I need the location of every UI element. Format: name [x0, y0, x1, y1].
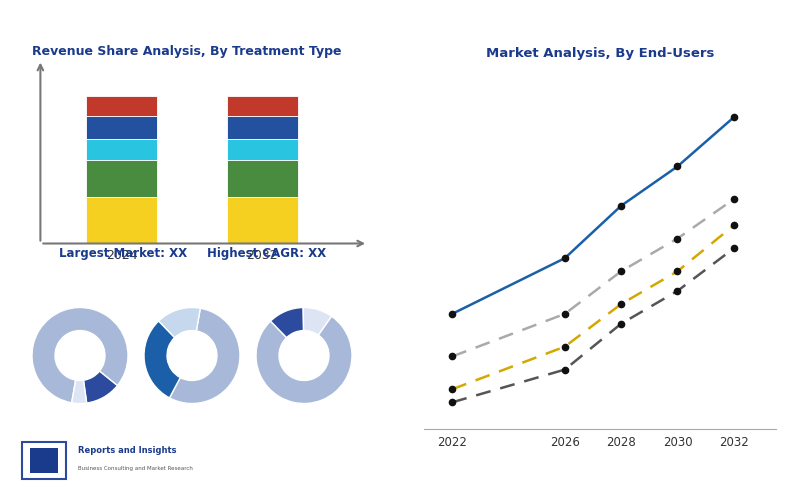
Text: Business Consulting and Market Research: Business Consulting and Market Research	[78, 466, 193, 470]
Wedge shape	[303, 307, 331, 335]
Text: Reports and Insights: Reports and Insights	[78, 446, 176, 455]
Bar	[227, 116, 298, 139]
Bar	[86, 116, 157, 139]
Bar	[227, 197, 298, 244]
Wedge shape	[270, 307, 303, 337]
Title: Market Analysis, By End-Users: Market Analysis, By End-Users	[486, 47, 714, 60]
Text: Revenue Share Analysis, By Treatment Type: Revenue Share Analysis, By Treatment Typ…	[32, 45, 342, 58]
Bar	[86, 160, 157, 197]
Bar	[227, 96, 298, 116]
Bar	[86, 139, 157, 160]
FancyBboxPatch shape	[22, 442, 66, 479]
Wedge shape	[256, 316, 352, 404]
Text: GLOBAL REFRACTORY FOLLICULAR LYMPHOMA TREATMENT MARKET SEGMENT ANALYSIS: GLOBAL REFRACTORY FOLLICULAR LYMPHOMA TR…	[10, 19, 643, 32]
Bar	[227, 160, 298, 197]
Bar	[86, 197, 157, 244]
Wedge shape	[144, 321, 180, 398]
Wedge shape	[32, 307, 128, 403]
Wedge shape	[170, 308, 240, 404]
Wedge shape	[83, 371, 118, 403]
Bar	[227, 139, 298, 160]
Bar	[86, 96, 157, 116]
Wedge shape	[158, 307, 200, 337]
Wedge shape	[72, 380, 86, 404]
FancyBboxPatch shape	[30, 448, 58, 473]
Text: Largest Market: XX: Largest Market: XX	[59, 247, 187, 261]
Text: Highest CAGR: XX: Highest CAGR: XX	[206, 247, 326, 261]
